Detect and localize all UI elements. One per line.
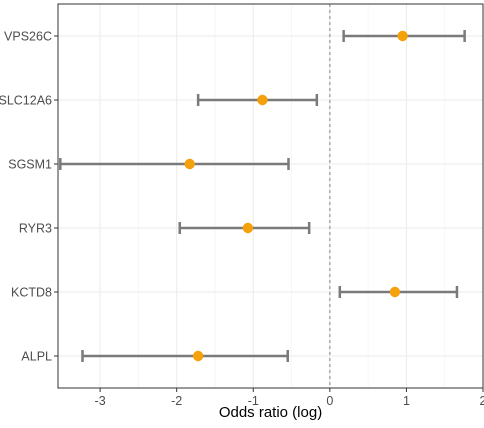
y-tick-label: SGSM1 [8, 158, 52, 172]
x-tick-label: 2 [480, 394, 484, 408]
point-vps26c [397, 30, 408, 42]
point-layer [184, 30, 408, 362]
panel-border [57, 3, 484, 389]
y-axis-ticks: VPS26C SLC12A6 SGSM1 RYR3 KCTD8 ALPL [0, 30, 58, 364]
errorbar-sgsm1 [59, 158, 290, 170]
point-ryr3 [242, 222, 254, 234]
y-tick-label: KCTD8 [11, 286, 52, 300]
x-tick-label: -1 [248, 394, 259, 408]
x-tick-label: 1 [403, 394, 410, 408]
y-tick-label: RYR3 [19, 222, 52, 236]
x-tick-label: -2 [171, 394, 182, 408]
y-tick-label: VPS26C [4, 30, 52, 44]
x-axis-title: Odds ratio (log) [219, 404, 322, 421]
point-slc12a6 [257, 94, 268, 106]
y-tick-label: SLC12A6 [0, 94, 52, 108]
point-kctd8 [389, 286, 401, 298]
y-tick-label: ALPL [21, 350, 52, 364]
x-axis-ticks: -3 -2 -1 0 1 2 [95, 388, 484, 408]
point-sgsm1 [184, 158, 195, 170]
point-alpl [192, 350, 204, 362]
x-tick-label: -3 [95, 394, 106, 408]
x-tick-label: 0 [326, 394, 333, 408]
errorbar-alpl [81, 350, 289, 362]
